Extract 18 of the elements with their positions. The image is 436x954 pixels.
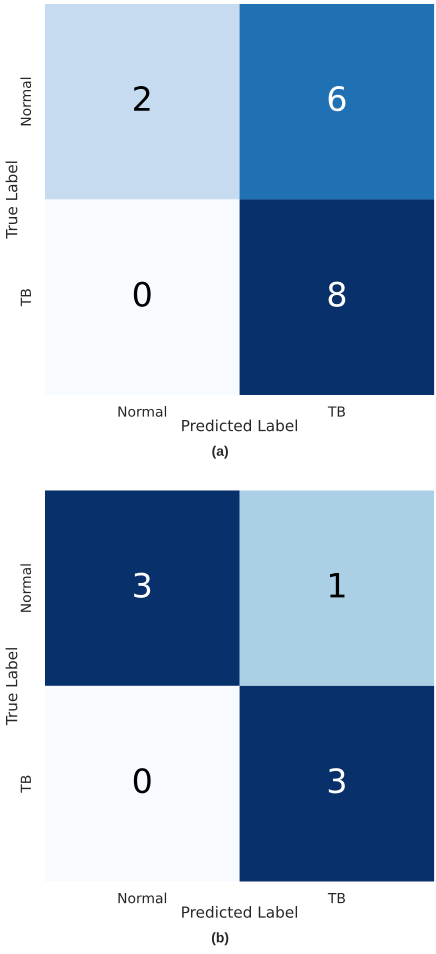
data-label: 3 [328,768,345,794]
y-tick-label: TB [20,776,31,793]
x-axis-title: Predicted Label [182,420,298,432]
data-label: 3 [134,572,150,598]
text: (b) [212,932,228,946]
data-label: 6 [328,86,346,112]
data-label: 0 [134,768,151,794]
y-axis-title: True Label [6,162,18,239]
data-label: 2 [134,86,150,111]
data-label: 0 [134,282,151,307]
x-axis-title: Predicted Label [182,906,298,918]
y-tick-label: Normal [20,78,32,126]
text: (a) [212,446,228,459]
y-tick-label: Normal [20,564,32,612]
data-label: 8 [328,282,346,307]
data-label: 1 [330,573,344,598]
y-tick-label: TB [20,289,31,306]
y-axis-title: True Label [6,648,18,726]
